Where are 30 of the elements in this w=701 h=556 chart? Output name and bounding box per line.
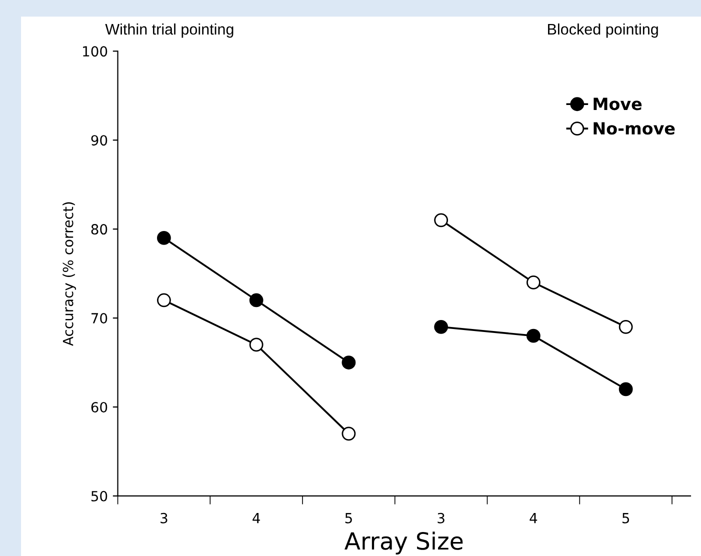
x-tick-label: 3 <box>438 512 444 524</box>
point <box>249 338 264 352</box>
x-tick-label: 4 <box>530 513 538 524</box>
text: Within trial pointing <box>105 23 234 38</box>
point <box>526 276 540 290</box>
point <box>434 213 448 228</box>
point <box>157 293 171 308</box>
x-tick-label: 5 <box>345 513 352 524</box>
point <box>618 320 633 334</box>
point <box>434 320 448 334</box>
point <box>342 426 356 441</box>
point <box>342 356 356 370</box>
point <box>157 231 171 245</box>
point <box>618 382 633 396</box>
x-axis-title: Array Size <box>344 532 463 554</box>
y-tick-label: 60 <box>91 402 108 412</box>
y-tick-label: 70 <box>92 313 108 324</box>
point <box>249 293 264 308</box>
legend-label: Move <box>594 98 642 110</box>
x-tick-label: 5 <box>622 513 630 524</box>
legend-label: No-move <box>594 122 675 135</box>
y-tick-label: 100 <box>83 46 108 57</box>
text: Blocked pointing <box>548 23 658 38</box>
x-tick-label: 4 <box>252 513 260 524</box>
y-tick-label: 50 <box>91 490 108 502</box>
y-axis-title: Accuracy (% correct) <box>62 202 76 346</box>
y-tick-label: 80 <box>91 224 108 235</box>
y-tick-label: 90 <box>91 135 108 146</box>
x-tick-label: 3 <box>160 512 168 524</box>
point <box>526 328 540 343</box>
